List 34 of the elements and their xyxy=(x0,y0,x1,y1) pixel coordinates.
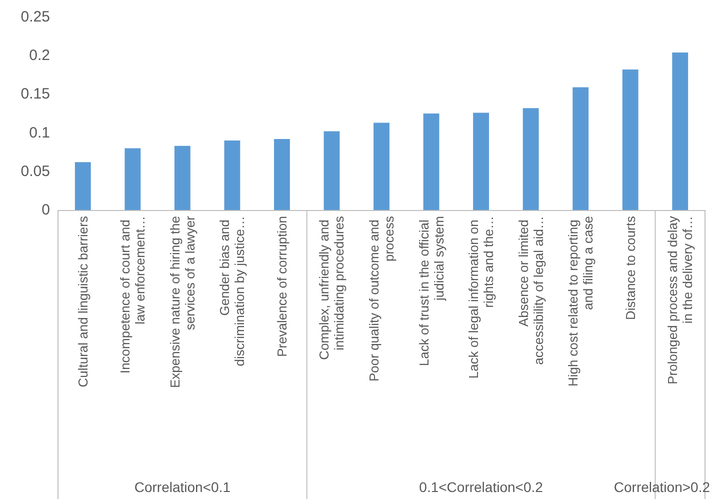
x-tick-label: Prolonged process and delay in the delivery of… xyxy=(665,216,696,384)
x-tick-label: High cost related to reporting and filing a case xyxy=(566,216,596,387)
x-tick-label: Lack of legal information on rights and the… xyxy=(466,216,496,379)
bar xyxy=(124,148,141,210)
y-tick-label: 0.1 xyxy=(29,124,50,142)
x-tick-label: Complex, unfriendly and intimidating procedures xyxy=(316,216,347,360)
bar xyxy=(274,138,290,210)
text: Correlation>0.2 xyxy=(614,479,710,495)
x-tick-label: Poor quality of outcome and process xyxy=(366,216,396,382)
bar xyxy=(324,131,340,210)
bar xyxy=(423,114,440,210)
y-tick-label: 0.15 xyxy=(20,86,50,103)
bar xyxy=(572,87,589,210)
y-tick-label: 0.2 xyxy=(29,47,50,64)
x-tick-label: Cultural and linguistic barriers xyxy=(75,216,90,388)
bar xyxy=(224,140,240,210)
y-tick-label: 0 xyxy=(42,202,50,218)
bar xyxy=(473,112,489,210)
bar xyxy=(374,122,390,210)
bar xyxy=(74,162,91,210)
text: 0.1<Correlation<0.2 xyxy=(419,479,544,495)
x-tick-label: Lack of trust in the official judicial system xyxy=(416,216,446,366)
x-tick-label: Incompetence of court and law enforcement… xyxy=(118,216,148,374)
x-tick-label: Distance to courts xyxy=(622,216,638,320)
bar xyxy=(622,69,638,210)
x-tick-label: Absence or limited accessibility of legal aid… xyxy=(516,216,546,365)
x-tick-label: Gender bias and discrimination by justice… xyxy=(217,216,248,366)
bar xyxy=(672,52,688,210)
bar xyxy=(522,108,539,210)
bar xyxy=(174,146,190,210)
text: Correlation<0.1 xyxy=(134,479,231,495)
x-tick-label: Prevalence of corruption xyxy=(274,216,290,357)
y-tick-label: 0.05 xyxy=(20,162,50,180)
y-tick-label: 0.25 xyxy=(20,8,50,26)
